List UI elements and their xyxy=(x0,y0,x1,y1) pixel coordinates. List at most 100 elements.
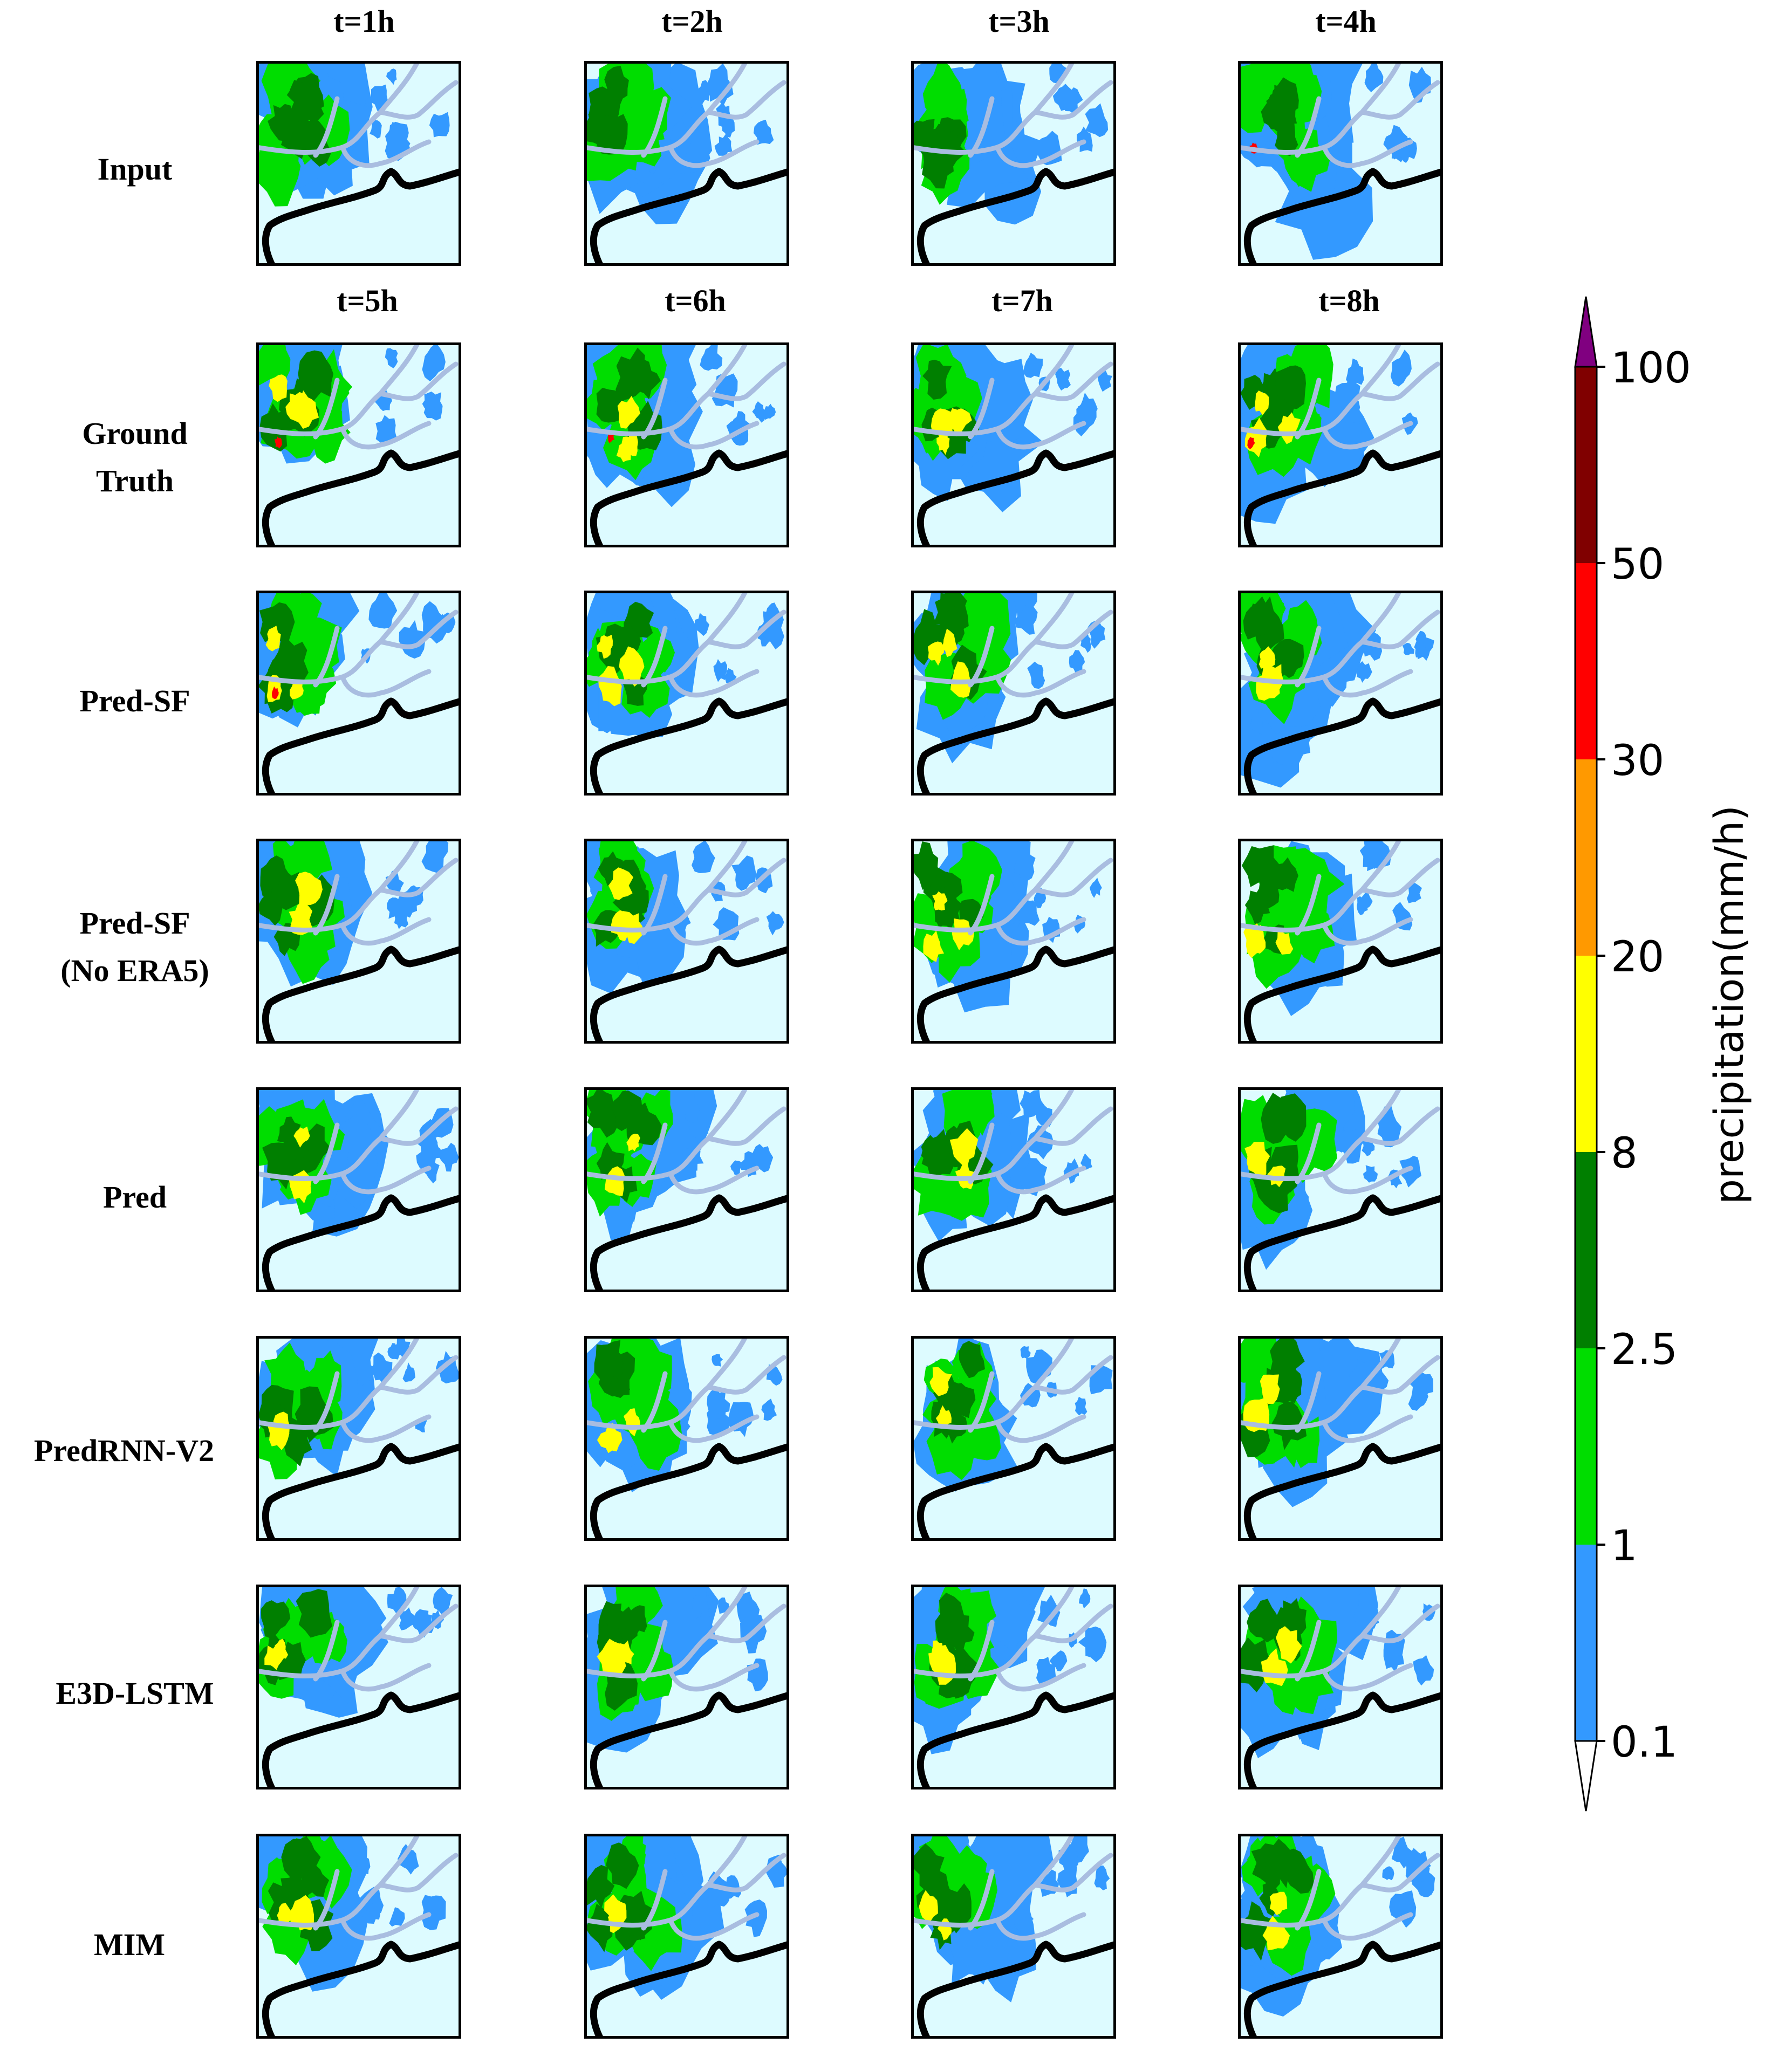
map-panel-r7-c2 xyxy=(584,1585,789,1789)
precip-area-1-2p5 xyxy=(1078,1626,1107,1663)
precip-area-20-30 xyxy=(1248,924,1266,954)
precip-area-8-20 xyxy=(296,1589,332,1638)
coastline xyxy=(916,1443,1116,1541)
precip-area-1-2p5 xyxy=(1390,349,1412,387)
precip-area-8-20 xyxy=(913,1843,945,1891)
precip-area-1-2p5 xyxy=(750,1144,774,1173)
coastline xyxy=(590,945,789,1044)
panel-frame xyxy=(584,61,789,266)
panel-frame xyxy=(584,839,789,1044)
river-lines xyxy=(584,839,786,946)
river-lines xyxy=(911,1834,1113,1941)
precip-area-1-2p5 xyxy=(1399,1156,1421,1188)
river-lines xyxy=(256,61,459,168)
coastline xyxy=(262,1443,461,1541)
col-title-input-2: t=2h xyxy=(661,4,723,39)
cb-tick-label-0-1: 0.1 xyxy=(1611,1718,1678,1767)
precip-area-1-2p5 xyxy=(1097,369,1112,392)
precip-area-8-20 xyxy=(606,1842,639,1889)
precip-area-20-30 xyxy=(265,626,281,652)
map-panel-r4-c3 xyxy=(911,839,1116,1044)
precip-area-20-30 xyxy=(288,1895,314,1931)
precip-area-1-2p5 xyxy=(389,1907,405,1927)
coastline xyxy=(1243,1941,1443,2039)
precip-area-1-2p5 xyxy=(1415,642,1426,658)
precip-area-8-20 xyxy=(1244,890,1270,925)
panel-frame xyxy=(256,342,461,547)
precip-area-1-2p5 xyxy=(707,1388,730,1419)
river-lines xyxy=(584,342,786,450)
panel-frame xyxy=(256,591,461,796)
river-lines xyxy=(584,1585,786,1692)
precip-area-8-20 xyxy=(298,350,334,401)
map-panel-r8-c3 xyxy=(911,1834,1116,2039)
precip-area-1-2p5 xyxy=(387,1343,401,1360)
precip-area-8-20 xyxy=(295,1386,334,1443)
map-panel-r6-c4 xyxy=(1238,1336,1443,1541)
map-panel-r7-c1 xyxy=(256,1585,461,1789)
precip-area-8-20 xyxy=(585,110,612,149)
precip-area-20-30 xyxy=(1276,1626,1302,1664)
cb-tick-label-100: 100 xyxy=(1611,344,1691,393)
river-lines xyxy=(584,1336,786,1443)
precip-area-8-20 xyxy=(627,1605,647,1638)
precip-area-20-30 xyxy=(1260,1374,1280,1404)
precip-area-8-20 xyxy=(261,1600,291,1639)
precip-area-1-2p5 xyxy=(752,401,766,423)
map-panel-r6-c3 xyxy=(911,1336,1116,1541)
precip-area-1-2p5 xyxy=(1023,353,1043,378)
precip-area-20-30 xyxy=(932,891,948,911)
precip-field xyxy=(911,1834,1110,2003)
precip-area-1-2p5 xyxy=(1036,1657,1056,1686)
precip-area-1-2p5 xyxy=(1408,66,1432,104)
cb-tick-label-50: 50 xyxy=(1611,540,1665,589)
river-lines xyxy=(256,591,459,698)
map-panel-r6-c1 xyxy=(256,1336,461,1541)
precip-area-20-30 xyxy=(949,408,972,437)
colorbar-segment xyxy=(1575,759,1597,956)
precip-field xyxy=(911,1585,1107,1754)
precip-area-1-2p5 xyxy=(421,839,449,874)
coastline xyxy=(262,1941,461,2039)
panel-frame xyxy=(584,1087,789,1292)
cb-tick-label-20: 20 xyxy=(1611,933,1665,982)
precip-area-20-30 xyxy=(608,867,634,900)
precip-area-1-2p5 xyxy=(385,348,398,368)
precip-field xyxy=(256,1585,453,1718)
map-panel-r2-c3 xyxy=(911,342,1116,547)
row-label-pred-sf-no-era5: Pred-SF (No ERA5) xyxy=(60,906,209,988)
precip-field xyxy=(911,1087,1092,1242)
precip-area-1-2p5 xyxy=(1027,1125,1054,1160)
coastline xyxy=(916,945,1116,1044)
panel-frame xyxy=(256,1834,461,2039)
coastline xyxy=(916,168,1116,266)
row-label-pred-sf: Pred-SF xyxy=(79,683,190,718)
precip-area-1-2p5 xyxy=(1069,650,1085,673)
precip-area-20-30 xyxy=(611,910,634,942)
panel-frame xyxy=(256,1585,461,1789)
coastline xyxy=(1243,168,1443,266)
river-lines xyxy=(1238,1087,1440,1195)
precip-area-8-20 xyxy=(922,360,952,400)
precip-area-1-2p5 xyxy=(761,1398,777,1421)
precip-area-2p5-8 xyxy=(955,1368,997,1430)
panel-frame xyxy=(911,1336,1116,1541)
coastline xyxy=(262,449,461,547)
precip-area-1-2p5 xyxy=(760,611,784,650)
precip-area-1-2p5 xyxy=(357,1857,371,1877)
coastline xyxy=(262,1691,461,1789)
cb-tick-label-30: 30 xyxy=(1611,737,1665,785)
precip-area-20-30 xyxy=(929,1367,952,1396)
precip-area-1-2p5 xyxy=(1049,1650,1068,1671)
panel-frame xyxy=(1238,1336,1443,1541)
col-title-output-8: t=8h xyxy=(1318,283,1380,318)
precip-area-1-2p5 xyxy=(1382,1866,1394,1881)
precip-field xyxy=(911,591,1106,764)
col-title-output-7: t=7h xyxy=(991,283,1053,318)
precip-area-1-2p5 xyxy=(1027,661,1045,689)
precip-area-1-2p5 xyxy=(1346,358,1364,385)
precip-area-1-2p5 xyxy=(1062,87,1083,114)
coastline xyxy=(1243,1443,1443,1541)
panel-frame xyxy=(256,1087,461,1292)
precip-field xyxy=(584,591,784,738)
